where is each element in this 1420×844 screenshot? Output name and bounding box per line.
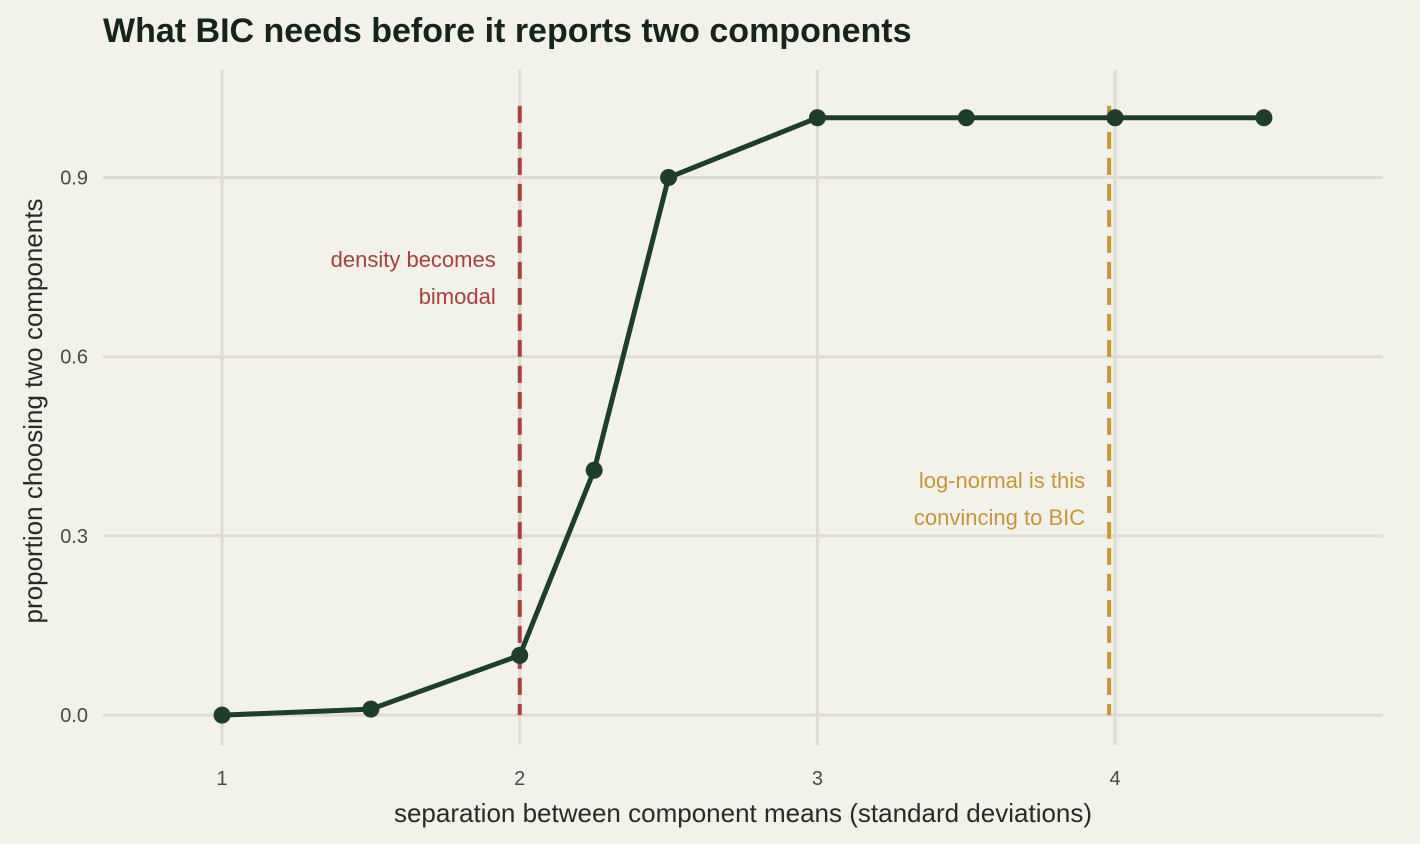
reference-line-label: convincing to BIC bbox=[914, 505, 1085, 530]
data-point bbox=[213, 706, 231, 724]
series bbox=[213, 109, 1273, 724]
reference-line-label: bimodal bbox=[419, 284, 496, 309]
reference-line-label: log-normal is this bbox=[919, 468, 1085, 493]
y-axis-label: proportion choosing two components bbox=[18, 199, 48, 624]
chart-title: What BIC needs before it reports two com… bbox=[103, 12, 912, 50]
data-point bbox=[511, 646, 529, 664]
tick-labels: 1 2 3 4 0.0 0.3 0.6 0.9 bbox=[60, 168, 1120, 790]
data-point bbox=[1106, 109, 1124, 127]
y-tick-label: 0.3 bbox=[60, 526, 88, 548]
x-tick-label: 3 bbox=[812, 768, 823, 790]
data-point bbox=[808, 109, 826, 127]
data-point bbox=[1255, 109, 1273, 127]
y-tick-label: 0.0 bbox=[60, 705, 88, 727]
data-point bbox=[660, 169, 678, 187]
data-point bbox=[957, 109, 975, 127]
x-tick-label: 4 bbox=[1110, 768, 1121, 790]
reference-lines: density becomes bimodal log-normal is this… bbox=[331, 105, 1112, 716]
reference-line-label: density becomes bbox=[331, 247, 496, 272]
x-axis-label: separation between component means (stan… bbox=[394, 798, 1092, 828]
grid-lines bbox=[103, 70, 1383, 745]
data-point bbox=[585, 461, 603, 479]
y-tick-label: 0.9 bbox=[60, 168, 88, 190]
x-tick-label: 1 bbox=[217, 768, 228, 790]
x-tick-label: 2 bbox=[514, 768, 525, 790]
y-tick-label: 0.6 bbox=[60, 347, 88, 369]
data-point bbox=[362, 700, 380, 718]
